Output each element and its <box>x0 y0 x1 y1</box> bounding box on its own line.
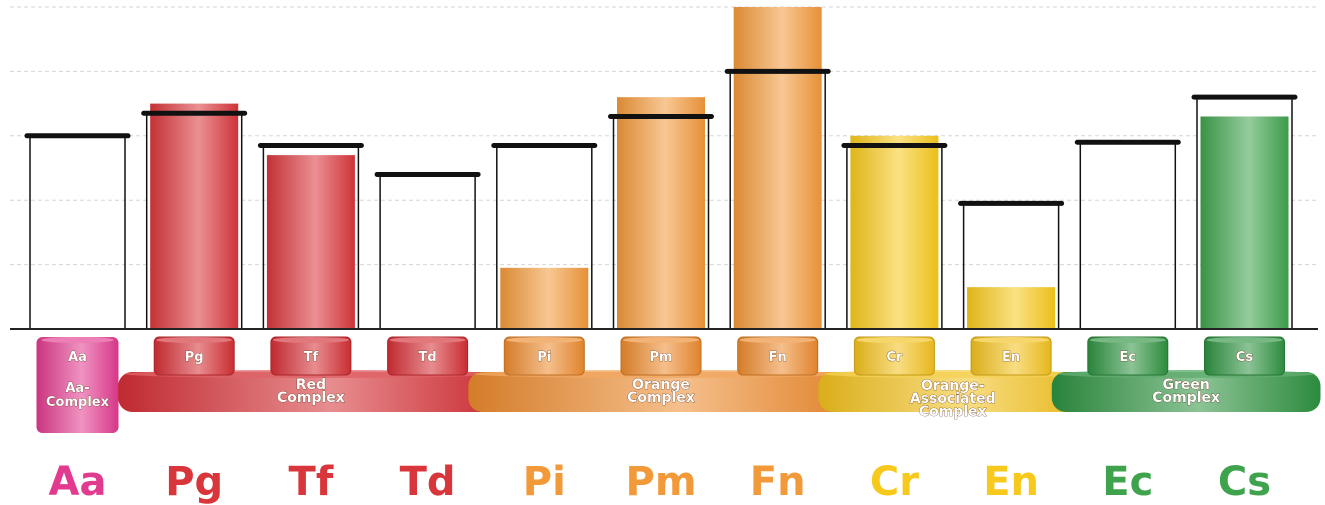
complex-base <box>818 372 1088 412</box>
cylinder-label-tf: Tf <box>304 350 319 365</box>
cylinder-label-ec: Ec <box>1120 350 1137 365</box>
complex-name: Red Complex <box>277 377 345 406</box>
cylinder-label-cs: Cs <box>1236 350 1254 365</box>
complex-base <box>468 372 854 412</box>
reference-layer <box>24 68 1298 329</box>
category-label-fn: Fn <box>750 459 806 505</box>
complex-name: Aa-Complex <box>46 381 110 410</box>
bar-cr <box>850 135 939 329</box>
category-label-cs: Cs <box>1218 459 1271 505</box>
complex-orange-complex: Pi Pm Fn Orange Complex <box>468 336 854 412</box>
complex-green-complex: Ec Cs Green Complex <box>1051 336 1321 412</box>
complex-base <box>118 372 504 412</box>
cylinder-cap-pi <box>506 337 583 343</box>
category-labels: Aa Pg Tf Td Pi Pm Fn Cr En Ec Cs <box>49 459 1272 505</box>
complex-red-complex: Pg Tf Td Red Complex <box>118 336 504 412</box>
bar-pi <box>500 267 589 329</box>
category-label-cr: Cr <box>870 459 919 505</box>
cylinder-label-pi: Pi <box>537 350 551 365</box>
cylinder-cap-pm <box>623 337 699 343</box>
category-label-en: En <box>983 459 1039 505</box>
complex-name: Green Complex <box>1152 377 1220 406</box>
category-label-pg: Pg <box>165 459 223 505</box>
cylinder-cap-aa <box>41 337 114 343</box>
reference-box-ec <box>1079 141 1177 329</box>
complex-aa-complex: Aa Aa-Complex <box>36 337 119 433</box>
bar-en <box>967 287 1056 329</box>
bar-cs <box>1200 116 1289 329</box>
category-label-td: Td <box>400 459 456 505</box>
cylinder-label-pg: Pg <box>185 350 204 365</box>
category-label-ec: Ec <box>1102 459 1153 505</box>
bar-pg <box>150 103 239 329</box>
bars-layer <box>150 7 1289 329</box>
cylinder-cap-pg <box>156 337 233 343</box>
cylinder-cap-td <box>389 337 466 343</box>
reference-box-aa <box>29 135 126 329</box>
cylinder-label-en: En <box>1002 350 1020 365</box>
category-label-tf: Tf <box>289 459 334 505</box>
cylinder-cap-fn <box>739 337 816 343</box>
cylinder-label-cr: Cr <box>886 350 903 365</box>
cylinder-cap-en <box>973 337 1050 343</box>
reference-box-td <box>379 173 476 329</box>
category-label-aa: Aa <box>49 459 107 505</box>
complex-orange-associated-complex: Cr En Orange-Associated Complex <box>818 336 1088 420</box>
complex-base <box>36 337 119 433</box>
cylinder-cap-cr <box>856 337 933 343</box>
cylinder-label-td: Td <box>419 350 437 365</box>
complex-name: Orange-Associated Complex <box>910 378 996 420</box>
cylinder-label-pm: Pm <box>649 350 672 365</box>
cylinder-label-aa: Aa <box>68 350 87 365</box>
cylinder-cap-ec <box>1089 337 1166 343</box>
bar-fn <box>733 7 822 329</box>
category-label-pm: Pm <box>626 459 697 505</box>
bar-pm <box>617 97 705 329</box>
bar-tf <box>266 155 355 329</box>
category-label-pi: Pi <box>523 459 566 505</box>
cylinder-label-fn: Fn <box>769 350 787 365</box>
complex-cylinders: Aa Aa-Complex Pg Tf Td Red Complex Pi Pm Fn Orange… <box>36 336 1321 433</box>
complex-base <box>1051 372 1321 412</box>
complex-name: Orange Complex <box>627 377 695 406</box>
cylinder-cap-cs <box>1206 337 1283 343</box>
cylinder-cap-tf <box>272 337 349 343</box>
